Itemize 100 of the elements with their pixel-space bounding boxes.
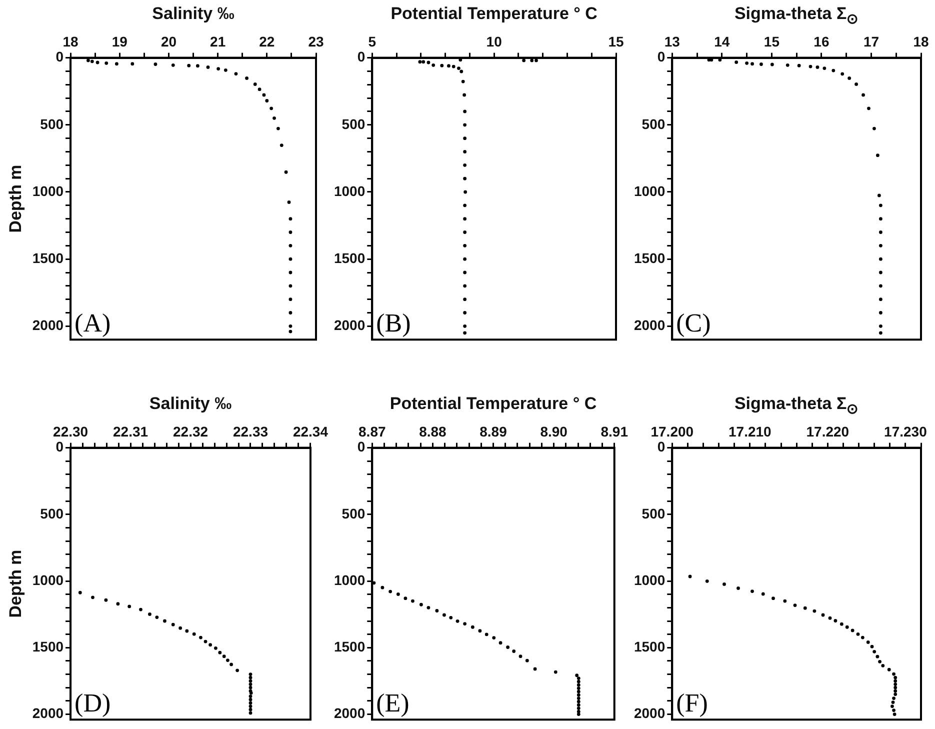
point [870, 644, 874, 648]
point [432, 63, 436, 67]
annotation: (C) [676, 308, 711, 338]
point [576, 712, 580, 716]
y-tick-label: 1000 [32, 182, 64, 199]
point [772, 596, 775, 600]
y-tick-label: 0 [657, 438, 666, 455]
point [808, 64, 812, 68]
point [878, 244, 882, 248]
point [862, 93, 865, 97]
point [576, 690, 580, 694]
point [422, 60, 426, 64]
point [878, 298, 882, 302]
point [155, 616, 159, 619]
point [171, 63, 175, 67]
point [803, 606, 807, 610]
point [90, 60, 94, 64]
point [576, 706, 580, 710]
point [388, 590, 392, 594]
point [783, 599, 787, 603]
point [498, 641, 502, 645]
point [463, 257, 467, 261]
y-tick-label: 1000 [634, 182, 666, 199]
x-tick-label: 8.88 [419, 423, 447, 440]
y-tick-label: 1500 [32, 638, 64, 655]
y-tick-label: 2000 [334, 317, 366, 334]
y-tick-label: 500 [342, 116, 366, 132]
point [793, 604, 797, 607]
point [265, 99, 269, 102]
point [512, 650, 516, 653]
y-tick-label: 0 [357, 48, 366, 65]
x-tick-label: 17.210 [728, 423, 772, 440]
point [462, 93, 466, 97]
point [848, 76, 852, 80]
point [96, 60, 100, 64]
point [104, 598, 108, 602]
point [881, 664, 885, 668]
point [463, 331, 467, 335]
point [248, 708, 252, 712]
x-axis-title: Salinity ‰ [148, 394, 233, 414]
annotation: (F) [676, 688, 708, 718]
point [745, 61, 748, 65]
point [288, 257, 292, 261]
point [248, 676, 252, 680]
point [866, 640, 870, 644]
point [187, 64, 191, 68]
point [248, 711, 252, 715]
point [878, 284, 882, 288]
point [750, 590, 754, 593]
point [533, 667, 537, 671]
point [576, 680, 580, 684]
point [236, 668, 239, 672]
point [786, 63, 790, 67]
x-tick-label: 22.31 [113, 423, 148, 440]
x-tick-label: 22.32 [172, 423, 208, 440]
x-tick-label: 8.89 [480, 423, 508, 440]
y-tick-label: 2000 [634, 705, 666, 722]
annotation: (D) [74, 688, 111, 718]
point [828, 616, 832, 620]
point [518, 654, 522, 658]
point [894, 676, 898, 680]
point [457, 66, 460, 70]
point [253, 82, 257, 86]
point [860, 636, 864, 640]
point [224, 68, 228, 72]
point [139, 608, 142, 612]
x-tick-label: 22.33 [232, 423, 268, 440]
y-tick-label: 1500 [634, 638, 666, 655]
point [470, 625, 474, 629]
point [86, 58, 90, 62]
x-tick-label: 18 [62, 33, 79, 50]
y-axis-title: Depth m [6, 550, 25, 618]
point [234, 72, 238, 76]
point [554, 670, 558, 674]
point [419, 602, 423, 606]
y-tick-label: 0 [357, 438, 366, 455]
point [248, 698, 252, 702]
point [435, 609, 439, 612]
point [206, 65, 210, 69]
point [128, 604, 132, 608]
point [463, 311, 467, 314]
point [258, 88, 262, 92]
x-tick-label: 17 [863, 33, 880, 50]
x-axis-title: Sigma-theta Σ$_{⊙}$ [733, 4, 860, 28]
point [116, 602, 120, 606]
point [878, 257, 882, 261]
point [576, 710, 580, 714]
point [463, 324, 467, 328]
point [463, 284, 467, 288]
point [463, 270, 467, 274]
x-tick-label: 22.30 [53, 423, 88, 440]
x-tick-label: 15 [608, 33, 624, 50]
y-tick-label: 500 [642, 116, 666, 132]
point [878, 217, 882, 221]
y-tick-label: 1000 [334, 572, 366, 588]
point [892, 696, 896, 700]
point [872, 650, 876, 654]
point [892, 672, 896, 676]
annotation: (B) [376, 308, 411, 338]
point [222, 654, 226, 658]
